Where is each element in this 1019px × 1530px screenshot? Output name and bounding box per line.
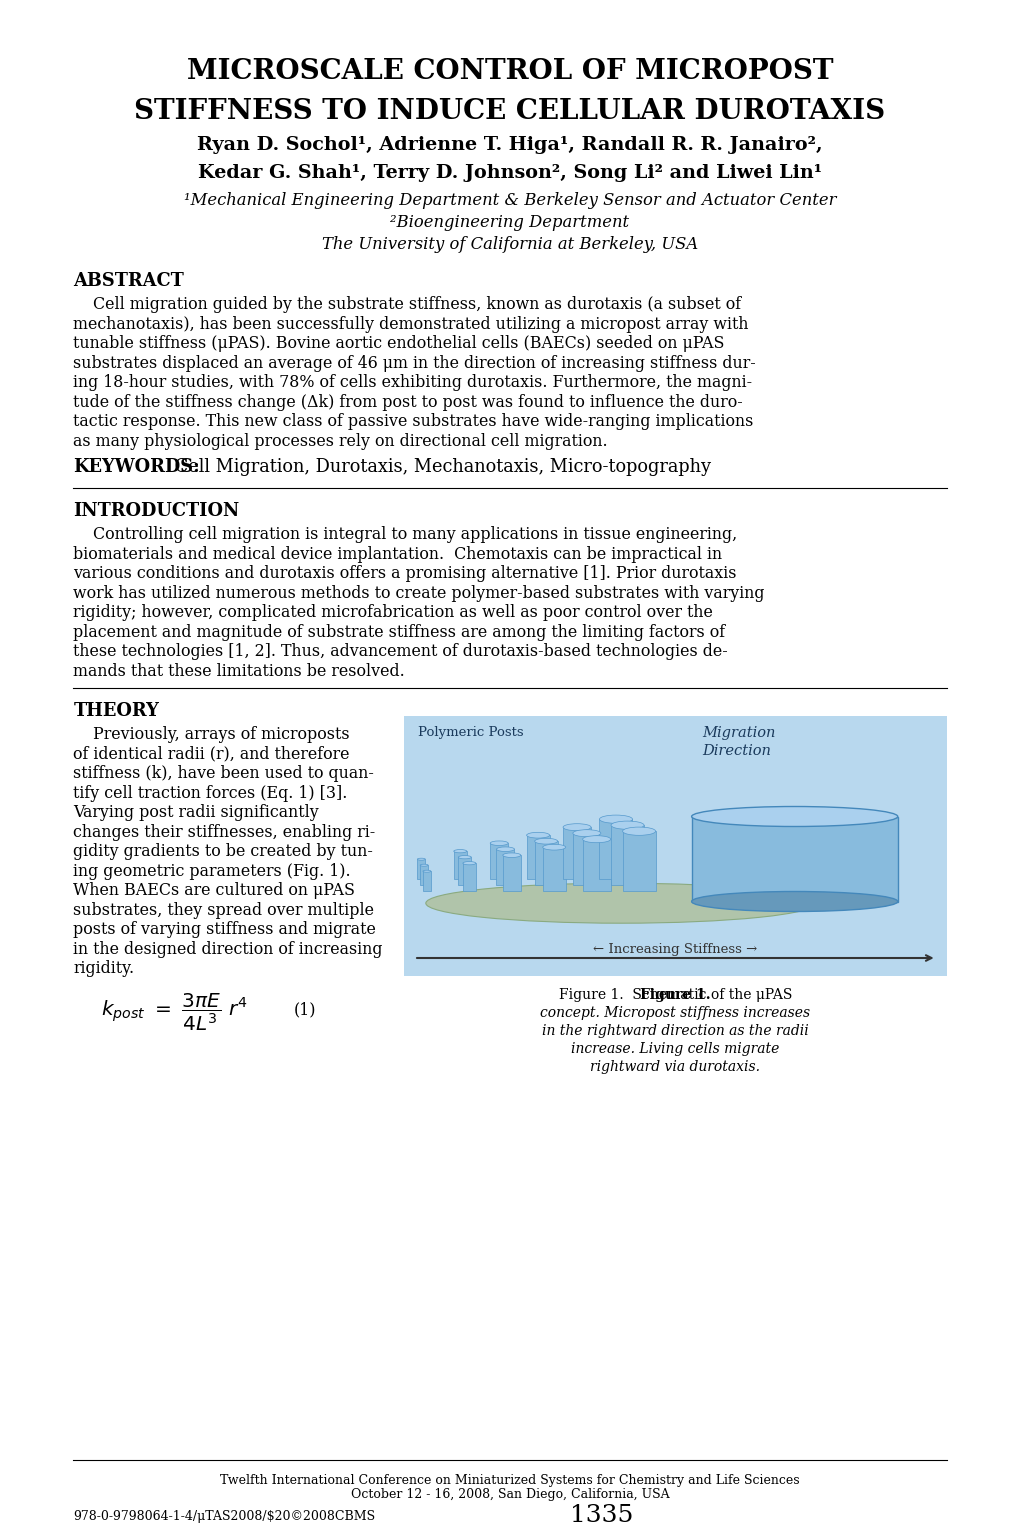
Ellipse shape [582, 835, 610, 843]
Text: changes their stiffnesses, enabling ri-: changes their stiffnesses, enabling ri- [73, 823, 375, 840]
Text: Polymeric Posts: Polymeric Posts [418, 727, 523, 739]
Text: various conditions and durotaxis offers a promising alternative [1]. Prior durot: various conditions and durotaxis offers … [73, 565, 736, 581]
Bar [526, 835, 549, 880]
Text: tactic response. This new class of passive substrates have wide-ranging implicat: tactic response. This new class of passi… [73, 413, 753, 430]
Ellipse shape [691, 892, 897, 912]
Bar [453, 851, 467, 880]
Ellipse shape [573, 829, 600, 837]
Text: ← Increasing Stiffness →: ← Increasing Stiffness → [593, 942, 757, 956]
Bar [420, 864, 428, 886]
Text: When BAECs are cultured on μPAS: When BAECs are cultured on μPAS [73, 881, 355, 900]
Text: posts of varying stiffness and migrate: posts of varying stiffness and migrate [73, 921, 376, 938]
Ellipse shape [599, 815, 632, 823]
Text: tify cell traction forces (Eq. 1) [3].: tify cell traction forces (Eq. 1) [3]. [73, 785, 347, 802]
Text: Controlling cell migration is integral to many applications in tissue engineerin: Controlling cell migration is integral t… [73, 526, 737, 543]
Bar [463, 863, 476, 890]
Text: Ryan D. Sochol¹, Adrienne T. Higa¹, Randall R. R. Janairo²,: Ryan D. Sochol¹, Adrienne T. Higa¹, Rand… [197, 136, 822, 155]
Ellipse shape [463, 861, 476, 864]
Text: ABSTRACT: ABSTRACT [73, 272, 184, 291]
Text: mands that these limitations be resolved.: mands that these limitations be resolved… [73, 662, 405, 679]
Ellipse shape [423, 871, 430, 872]
Ellipse shape [691, 806, 897, 826]
Text: ¹Mechanical Engineering Department & Berkeley Sensor and Actuator Center: ¹Mechanical Engineering Department & Ber… [183, 191, 836, 210]
Bar [502, 855, 521, 890]
Text: The University of California at Berkeley, USA: The University of California at Berkeley… [322, 236, 697, 252]
Text: Figure 1.  Schematic of the μPAS: Figure 1. Schematic of the μPAS [558, 988, 792, 1002]
Bar [542, 848, 566, 890]
Bar [599, 819, 632, 880]
Bar [573, 834, 600, 886]
Ellipse shape [502, 852, 521, 857]
Text: $k_{post}\ =\ \dfrac{3\pi E}{4L^3}\ r^4$: $k_{post}\ =\ \dfrac{3\pi E}{4L^3}\ r^4$ [101, 991, 248, 1033]
Bar [562, 828, 590, 880]
Ellipse shape [458, 855, 471, 858]
Bar [458, 857, 471, 886]
Text: these technologies [1, 2]. Thus, advancement of durotaxis-based technologies de-: these technologies [1, 2]. Thus, advance… [73, 643, 728, 659]
Ellipse shape [425, 883, 815, 923]
Text: tude of the stiffness change (Δk) from post to post was found to influence the d: tude of the stiffness change (Δk) from p… [73, 393, 743, 410]
Text: concept. Micropost stiffness increases: concept. Micropost stiffness increases [540, 1007, 810, 1021]
Text: Direction: Direction [702, 744, 770, 757]
Bar [496, 849, 514, 886]
Text: STIFFNESS TO INDUCE CELLULAR DUROTAXIS: STIFFNESS TO INDUCE CELLULAR DUROTAXIS [135, 98, 884, 125]
Ellipse shape [490, 842, 507, 846]
Text: Cell migration guided by the substrate stiffness, known as durotaxis (a subset o: Cell migration guided by the substrate s… [73, 295, 741, 314]
Text: 1335: 1335 [570, 1504, 633, 1527]
Text: THEORY: THEORY [73, 702, 159, 721]
Text: Figure 1.: Figure 1. [639, 988, 710, 1002]
Bar [610, 825, 643, 886]
Text: tunable stiffness (μPAS). Bovine aortic endothelial cells (BAECs) seeded on μPAS: tunable stiffness (μPAS). Bovine aortic … [73, 335, 725, 352]
Text: ²Bioengineering Department: ²Bioengineering Department [390, 214, 629, 231]
Text: in the designed direction of increasing: in the designed direction of increasing [73, 941, 382, 958]
Text: mechanotaxis), has been successfully demonstrated utilizing a micropost array wi: mechanotaxis), has been successfully dem… [73, 315, 748, 332]
Text: stiffness (k), have been used to quan-: stiffness (k), have been used to quan- [73, 765, 374, 782]
Bar [404, 716, 946, 976]
Text: as many physiological processes rely on directional cell migration.: as many physiological processes rely on … [73, 433, 607, 450]
Text: Previously, arrays of microposts: Previously, arrays of microposts [73, 727, 350, 744]
Text: of identical radii (r), and therefore: of identical radii (r), and therefore [73, 745, 350, 762]
Text: increase. Living cells migrate: increase. Living cells migrate [571, 1042, 779, 1056]
Ellipse shape [420, 864, 428, 866]
Ellipse shape [622, 828, 655, 835]
Text: rigidity.: rigidity. [73, 959, 135, 978]
Text: substrates, they spread over multiple: substrates, they spread over multiple [73, 901, 374, 918]
Ellipse shape [542, 845, 566, 851]
Text: rightward via durotaxis.: rightward via durotaxis. [590, 1060, 759, 1074]
Ellipse shape [496, 848, 514, 852]
Text: Twelfth International Conference on Miniaturized Systems for Chemistry and Life : Twelfth International Conference on Mini… [220, 1473, 799, 1487]
Text: October 12 - 16, 2008, San Diego, California, USA: October 12 - 16, 2008, San Diego, Califo… [351, 1489, 668, 1501]
Text: KEYWORDS:: KEYWORDS: [73, 457, 200, 476]
Bar [534, 842, 557, 886]
Text: INTRODUCTION: INTRODUCTION [73, 502, 239, 520]
Ellipse shape [453, 849, 467, 852]
Bar [582, 838, 610, 890]
Text: ing 18-hour studies, with 78% of cells exhibiting durotaxis. Furthermore, the ma: ing 18-hour studies, with 78% of cells e… [73, 373, 752, 392]
Text: Cell Migration, Durotaxis, Mechanotaxis, Micro-topography: Cell Migration, Durotaxis, Mechanotaxis,… [169, 457, 710, 476]
Ellipse shape [610, 822, 643, 829]
Ellipse shape [534, 838, 557, 845]
Bar [622, 831, 655, 890]
Text: in the rightward direction as the radii: in the rightward direction as the radii [541, 1024, 808, 1037]
Ellipse shape [526, 832, 549, 838]
Text: substrates displaced an average of 46 μm in the direction of increasing stiffnes: substrates displaced an average of 46 μm… [73, 355, 755, 372]
Text: ing geometric parameters (Fig. 1).: ing geometric parameters (Fig. 1). [73, 863, 351, 880]
Bar [417, 860, 425, 880]
Text: MICROSCALE CONTROL OF MICROPOST: MICROSCALE CONTROL OF MICROPOST [186, 58, 833, 86]
Text: placement and magnitude of substrate stiffness are among the limiting factors of: placement and magnitude of substrate sti… [73, 624, 725, 641]
Ellipse shape [562, 823, 590, 831]
Text: Kedar G. Shah¹, Terry D. Johnson², Song Li² and Liwei Lin¹: Kedar G. Shah¹, Terry D. Johnson², Song … [198, 164, 821, 182]
Text: work has utilized numerous methods to create polymer-based substrates with varyi: work has utilized numerous methods to cr… [73, 584, 764, 601]
Ellipse shape [417, 858, 425, 860]
Text: Migration: Migration [702, 727, 775, 741]
Text: 978-0-9798064-1-4/μTAS2008/$20©2008CBMS: 978-0-9798064-1-4/μTAS2008/$20©2008CBMS [73, 1510, 375, 1522]
Text: gidity gradients to be created by tun-: gidity gradients to be created by tun- [73, 843, 373, 860]
Text: rigidity; however, complicated microfabrication as well as poor control over the: rigidity; however, complicated microfabr… [73, 604, 712, 621]
Bar [423, 871, 430, 890]
Bar [691, 817, 897, 901]
Text: biomaterials and medical device implantation.  Chemotaxis can be impractical in: biomaterials and medical device implanta… [73, 546, 721, 563]
Text: Varying post radii significantly: Varying post radii significantly [73, 803, 319, 822]
Text: (1): (1) [293, 1002, 316, 1019]
Bar [490, 843, 507, 880]
